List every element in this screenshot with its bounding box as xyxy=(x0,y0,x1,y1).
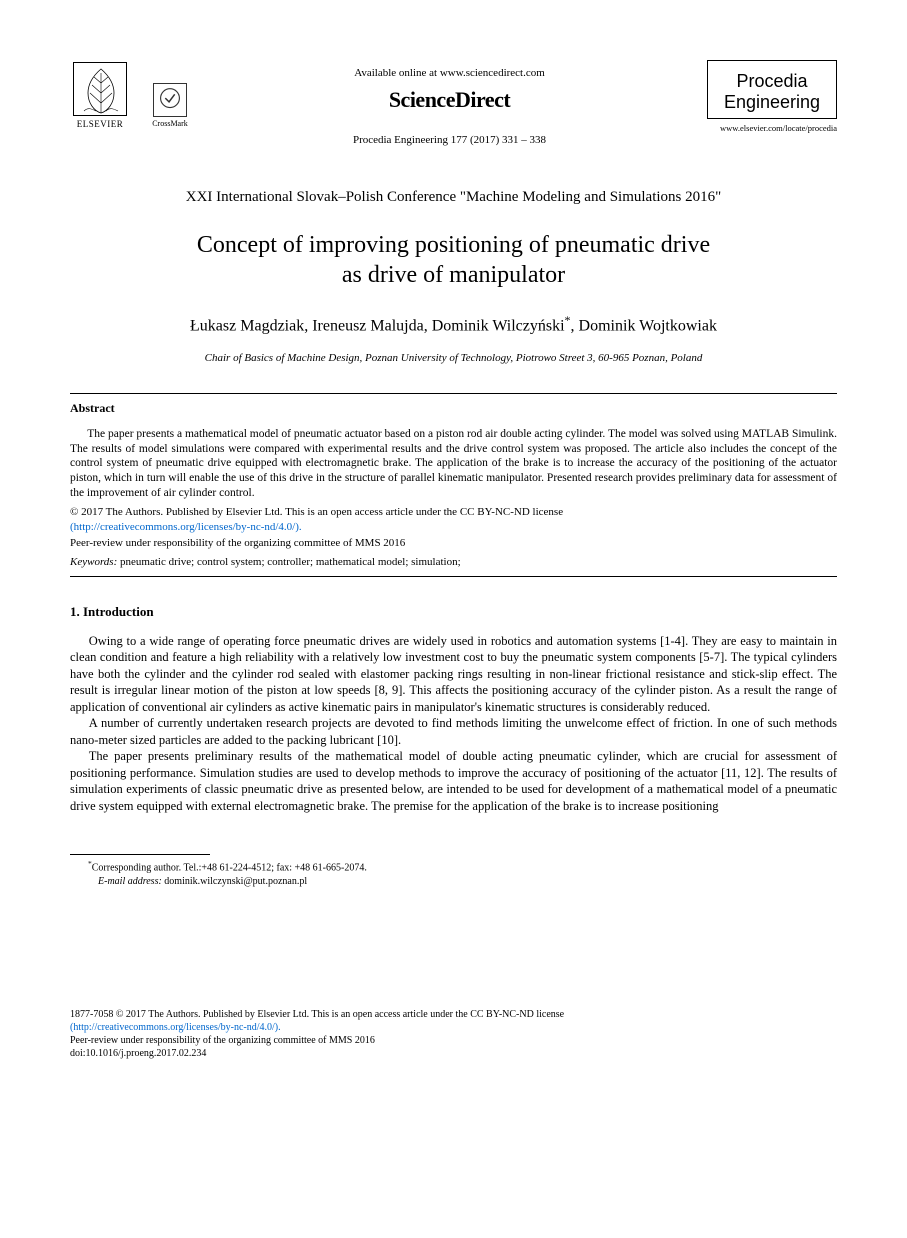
peer-review-line: Peer-review under responsibility of the … xyxy=(70,536,837,551)
journal-name-box: Procedia Engineering xyxy=(707,60,837,119)
footer-block: 1877-7058 © 2017 The Authors. Published … xyxy=(70,1008,837,1060)
abstract-heading: Abstract xyxy=(70,400,837,416)
conference-name: XXI International Slovak–Polish Conferen… xyxy=(70,187,837,207)
elsevier-tree-icon xyxy=(73,62,127,116)
authors-suffix: , Dominik Wojtkowiak xyxy=(571,317,717,334)
paper-title: Concept of improving positioning of pneu… xyxy=(70,230,837,290)
abstract-body: The paper presents a mathematical model … xyxy=(70,427,837,502)
elsevier-label: ELSEVIER xyxy=(77,118,124,130)
footer-license-link[interactable]: (http://creativecommons.org/licenses/by-… xyxy=(70,1021,837,1034)
footer-issn-line: 1877-7058 © 2017 The Authors. Published … xyxy=(70,1008,837,1021)
title-line2: as drive of manipulator xyxy=(342,262,565,288)
keywords-label: Keywords: xyxy=(70,556,117,568)
footnote-corresponding: *Corresponding author. Tel.:+48 61-224-4… xyxy=(70,859,837,875)
title-line1: Concept of improving positioning of pneu… xyxy=(197,232,710,258)
copyright-line: © 2017 The Authors. Published by Elsevie… xyxy=(70,505,837,519)
available-online-text: Available online at www.sciencedirect.co… xyxy=(192,66,707,81)
keywords-text: pneumatic drive; control system; control… xyxy=(117,556,460,568)
journal-url: www.elsevier.com/locate/procedia xyxy=(707,123,837,134)
footer-doi: doi:10.1016/j.proeng.2017.02.234 xyxy=(70,1047,837,1060)
authors-line: Łukasz Magdziak, Ireneusz Malujda, Domin… xyxy=(70,312,837,337)
section1-heading: 1. Introduction xyxy=(70,603,837,621)
license-link[interactable]: (http://creativecommons.org/licenses/by-… xyxy=(70,520,837,535)
footnote-email-label: E-mail address: xyxy=(98,876,162,887)
elsevier-logo: ELSEVIER xyxy=(70,60,130,130)
footnote-email-line: E-mail address: dominik.wilczynski@put.p… xyxy=(70,875,837,889)
header-row: ELSEVIER CrossMark Available online at w… xyxy=(70,60,837,147)
journal-name-line1: Procedia xyxy=(712,71,832,92)
footnote-rule xyxy=(70,854,210,855)
footnote-email: dominik.wilczynski@put.poznan.pl xyxy=(162,876,307,887)
keywords-line: Keywords: pneumatic drive; control syste… xyxy=(70,555,837,570)
journal-name-line2: Engineering xyxy=(712,92,832,113)
footnote-text: Corresponding author. Tel.:+48 61-224-45… xyxy=(92,862,367,873)
sciencedirect-logo-text: ScienceDirect xyxy=(192,85,707,115)
crossmark-icon xyxy=(153,83,187,117)
citation-line: Procedia Engineering 177 (2017) 331 – 33… xyxy=(192,133,707,148)
footer-peer-review: Peer-review under responsibility of the … xyxy=(70,1034,837,1047)
center-header: Available online at www.sciencedirect.co… xyxy=(192,60,707,147)
section1-p1: Owing to a wide range of operating force… xyxy=(70,633,837,716)
affiliation: Chair of Basics of Machine Design, Pozna… xyxy=(70,351,837,366)
section1-p3: The paper presents preliminary results o… xyxy=(70,748,837,814)
crossmark-logo[interactable]: CrossMark xyxy=(148,83,192,130)
crossmark-label: CrossMark xyxy=(152,119,188,130)
authors-main: Łukasz Magdziak, Ireneusz Malujda, Domin… xyxy=(190,317,565,334)
journal-box-wrap: Procedia Engineering www.elsevier.com/lo… xyxy=(707,60,837,135)
divider-bottom xyxy=(70,576,837,577)
divider-top xyxy=(70,393,837,394)
section1-p2: A number of currently undertaken researc… xyxy=(70,715,837,748)
left-logos: ELSEVIER CrossMark xyxy=(70,60,192,130)
